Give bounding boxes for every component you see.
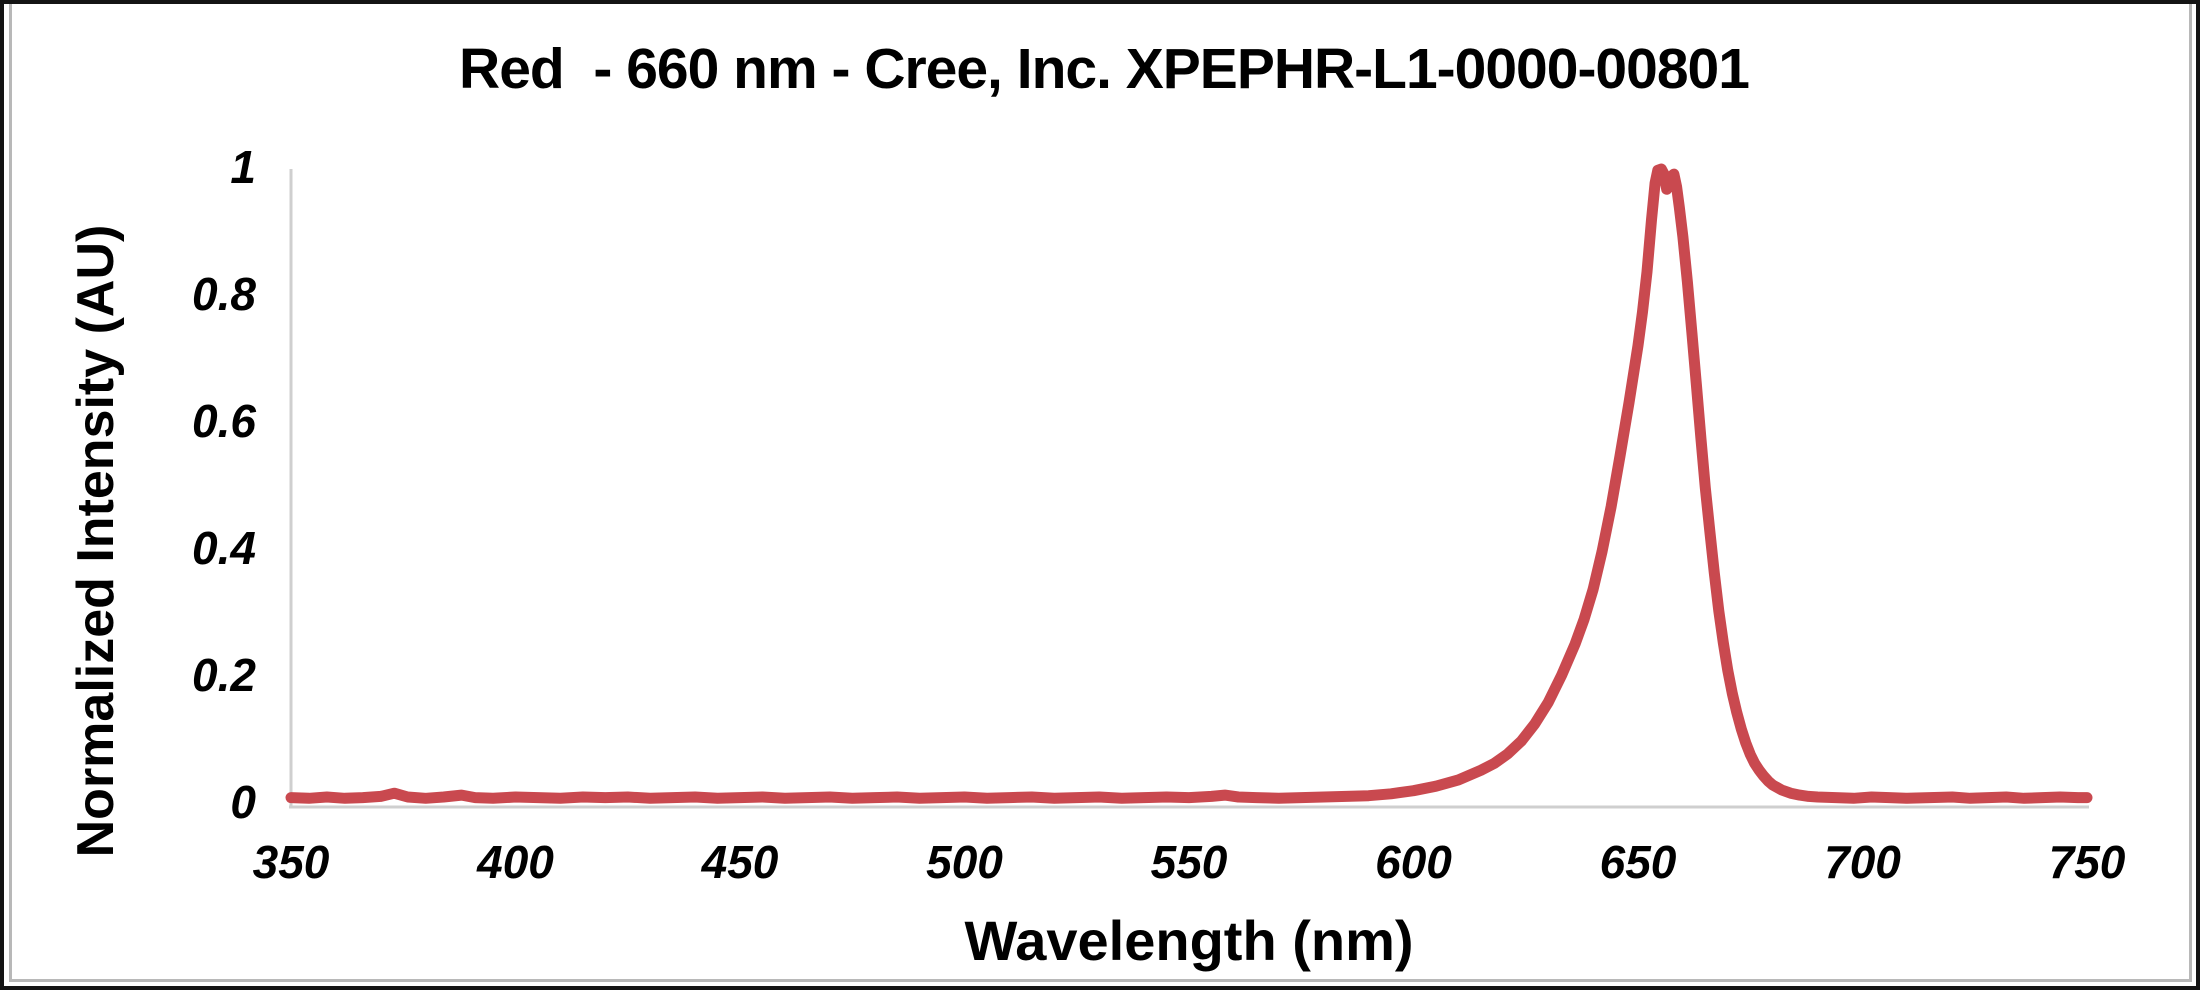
y-tick-label: 0.6	[192, 395, 256, 447]
y-tick-label: 0.2	[192, 649, 256, 701]
x-tick-label: 600	[1375, 836, 1452, 888]
x-tick-label: 350	[252, 836, 330, 888]
x-tick-label: 450	[701, 836, 779, 888]
y-tick-label: 0.4	[192, 522, 256, 574]
plot-area	[285, 163, 2093, 809]
y-tick-label: 1	[230, 141, 256, 193]
chart-title: Red - 660 nm - Cree, Inc. XPEPHR-L1-0000…	[459, 37, 1750, 101]
x-tick-label: 550	[1150, 836, 1228, 888]
x-tick-label: 500	[926, 836, 1003, 888]
y-tick-label: 0.8	[192, 268, 256, 320]
x-tick-label: 650	[1599, 836, 1677, 888]
spectrum-curve	[285, 163, 2093, 804]
x-tick-label: 700	[1824, 836, 1901, 888]
x-tick-label: 750	[2048, 836, 2126, 888]
x-tick-label: 400	[477, 836, 554, 888]
y-tick-label: 0	[230, 776, 256, 828]
x-axis-title: Wavelength (nm)	[964, 909, 1414, 972]
